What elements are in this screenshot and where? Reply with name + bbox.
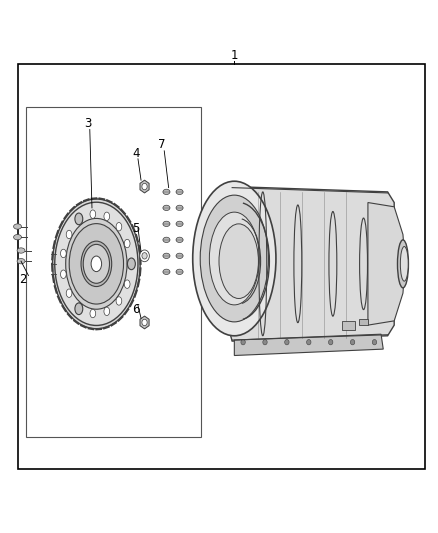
Ellipse shape xyxy=(163,253,170,259)
Ellipse shape xyxy=(55,202,138,326)
Ellipse shape xyxy=(66,289,72,297)
Ellipse shape xyxy=(116,222,122,231)
Ellipse shape xyxy=(77,216,82,225)
Ellipse shape xyxy=(209,212,259,305)
Bar xyxy=(359,319,368,325)
Ellipse shape xyxy=(104,307,110,316)
Ellipse shape xyxy=(53,199,140,329)
Ellipse shape xyxy=(176,221,183,227)
Ellipse shape xyxy=(176,253,183,259)
Ellipse shape xyxy=(193,181,276,336)
Ellipse shape xyxy=(200,195,268,322)
Circle shape xyxy=(263,340,267,345)
Polygon shape xyxy=(234,334,383,356)
Bar xyxy=(342,321,355,330)
Ellipse shape xyxy=(116,297,122,305)
Ellipse shape xyxy=(14,235,21,240)
Text: 6: 6 xyxy=(132,303,140,316)
Ellipse shape xyxy=(90,309,95,318)
Text: 5: 5 xyxy=(132,222,139,235)
Circle shape xyxy=(142,183,147,190)
Ellipse shape xyxy=(163,237,170,243)
Ellipse shape xyxy=(75,303,83,314)
Polygon shape xyxy=(368,203,405,325)
Ellipse shape xyxy=(91,256,102,272)
Circle shape xyxy=(307,340,311,345)
Circle shape xyxy=(241,340,245,345)
Circle shape xyxy=(142,253,147,259)
Ellipse shape xyxy=(398,240,409,288)
Ellipse shape xyxy=(56,204,137,324)
Text: 3: 3 xyxy=(84,117,91,130)
Ellipse shape xyxy=(66,219,127,309)
Ellipse shape xyxy=(127,258,135,270)
Ellipse shape xyxy=(17,248,25,253)
Ellipse shape xyxy=(17,259,25,264)
Circle shape xyxy=(372,340,377,345)
Ellipse shape xyxy=(176,269,183,274)
Circle shape xyxy=(140,250,149,262)
Ellipse shape xyxy=(176,205,183,211)
Ellipse shape xyxy=(176,237,183,243)
Ellipse shape xyxy=(60,270,66,278)
Ellipse shape xyxy=(400,246,408,281)
Ellipse shape xyxy=(77,303,82,311)
Ellipse shape xyxy=(81,241,112,287)
Bar xyxy=(26,107,201,437)
Ellipse shape xyxy=(124,239,130,248)
Text: 1: 1 xyxy=(230,50,238,62)
Ellipse shape xyxy=(69,224,124,304)
Bar xyxy=(18,64,425,469)
Circle shape xyxy=(142,319,147,326)
Text: 4: 4 xyxy=(132,147,140,160)
Ellipse shape xyxy=(90,210,95,219)
Ellipse shape xyxy=(124,280,130,288)
Ellipse shape xyxy=(127,260,133,268)
Polygon shape xyxy=(230,187,394,341)
Ellipse shape xyxy=(66,230,72,239)
Circle shape xyxy=(350,340,355,345)
Ellipse shape xyxy=(163,205,170,211)
Ellipse shape xyxy=(14,224,21,229)
Ellipse shape xyxy=(60,249,66,257)
Text: 7: 7 xyxy=(158,139,166,151)
Ellipse shape xyxy=(163,221,170,227)
Ellipse shape xyxy=(163,269,170,274)
Ellipse shape xyxy=(83,244,110,284)
Text: 2: 2 xyxy=(19,273,27,286)
Ellipse shape xyxy=(75,213,83,225)
Ellipse shape xyxy=(163,189,170,195)
Ellipse shape xyxy=(104,212,110,221)
Circle shape xyxy=(285,340,289,345)
Ellipse shape xyxy=(176,189,183,195)
Circle shape xyxy=(328,340,333,345)
Ellipse shape xyxy=(219,224,258,298)
